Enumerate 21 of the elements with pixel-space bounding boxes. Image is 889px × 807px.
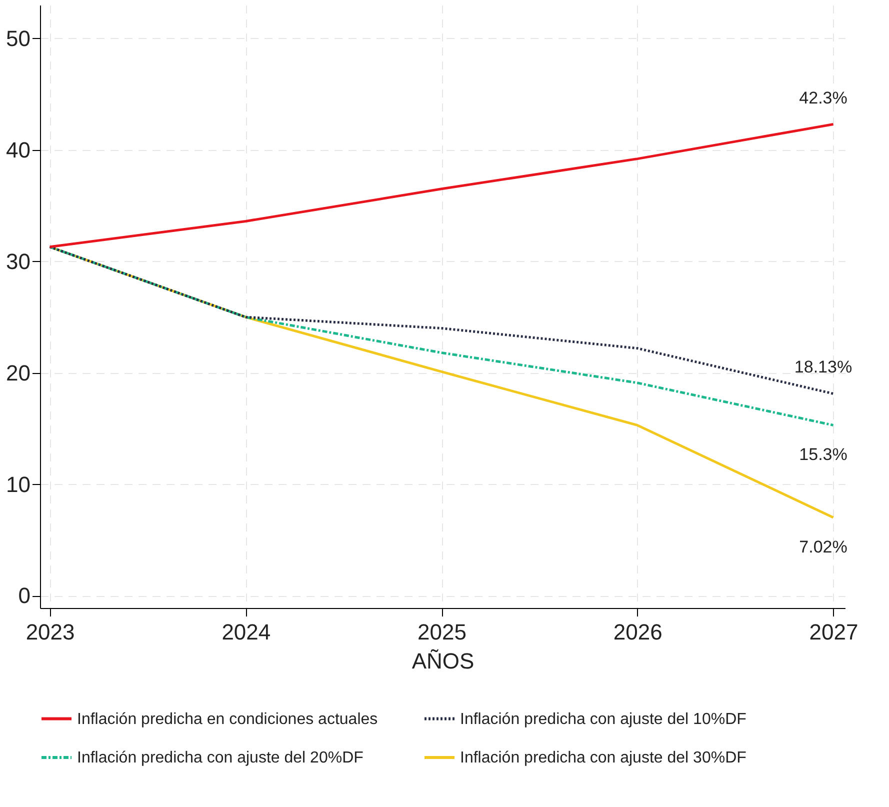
x-tick-label: 2025 — [418, 620, 466, 644]
data-label: 42.3% — [799, 88, 848, 108]
legend-label: Inflación predicha con ajuste del 20%DF — [77, 750, 364, 766]
data-label: 7.02% — [799, 537, 848, 556]
data-label: 15.3% — [799, 445, 848, 464]
legend-label: Inflación predicha en condiciones actuales — [77, 710, 378, 728]
legend-label: Inflación predicha con ajuste del 30%DF — [460, 750, 747, 766]
y-tick-label: 30 — [6, 248, 30, 274]
x-tick-label: 2026 — [613, 620, 662, 644]
y-tick-label: 10 — [6, 472, 30, 497]
y-tick-label: 20 — [6, 360, 30, 386]
x-tick-label: 2027 — [809, 620, 858, 644]
y-tick-label: 50 — [6, 26, 30, 51]
line-series — [48, 123, 834, 248]
y-tick-label: 0 — [18, 583, 30, 608]
x-tick-label: 2024 — [222, 620, 271, 644]
y-tick-label: 40 — [6, 137, 30, 162]
x-axis-title: AÑOS — [412, 648, 474, 674]
x-tick-label: 2023 — [26, 620, 75, 644]
data-label: 18.13% — [794, 358, 852, 377]
legend-label: Inflación predicha con ajuste del 10%DF — [460, 710, 747, 728]
